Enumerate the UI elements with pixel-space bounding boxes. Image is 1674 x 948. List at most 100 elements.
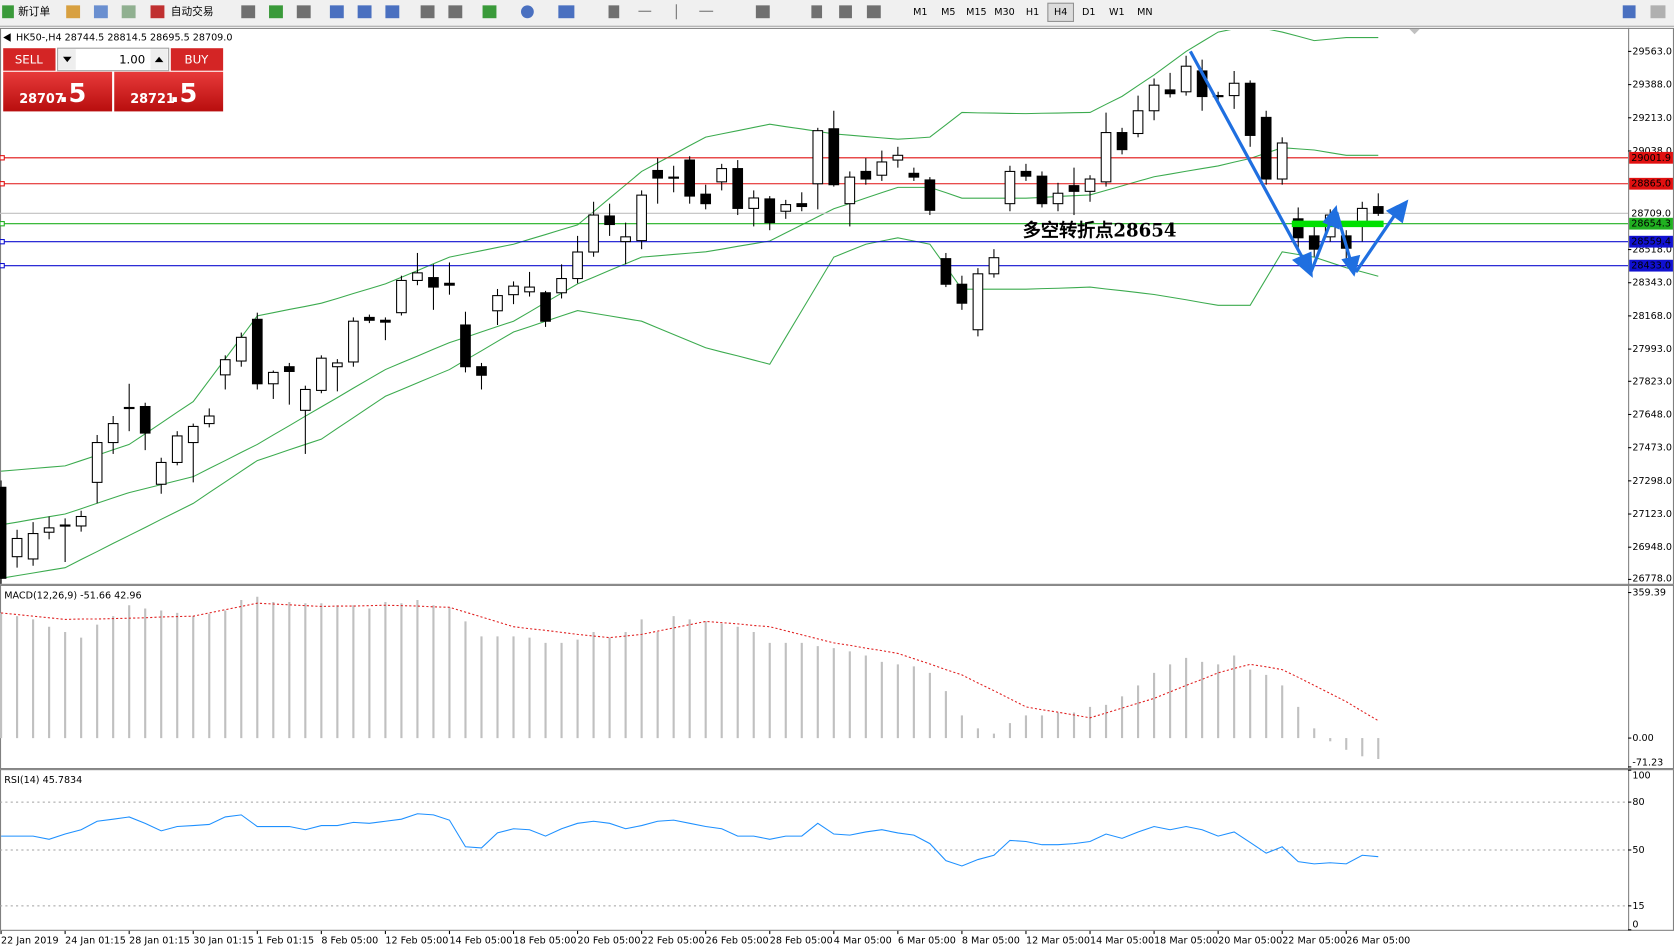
price-panel [0,27,1674,585]
toolbar-icon[interactable] [866,5,881,19]
candle-body [1244,82,1256,136]
auto-trading-icon[interactable] [150,5,165,19]
toolbar-icon[interactable] [558,5,575,19]
toolbar-icon[interactable] [121,5,136,19]
candle-body [1180,65,1192,93]
chart-menu-arrow[interactable] [3,33,11,42]
candle-body [1004,170,1016,205]
candle-body [1292,218,1304,239]
annotation: 多空转折点28654 [1023,219,1177,241]
sell-button[interactable] [3,48,56,71]
candle-body [556,278,567,294]
timeframe-button[interactable]: D1 [1082,7,1095,18]
candle-body [364,316,375,321]
toolbar-icon[interactable] [755,5,770,19]
search-icon[interactable] [1622,5,1636,19]
macd-plot [0,596,1380,759]
toolbar-icon[interactable] [66,5,81,19]
candle-body [235,336,247,362]
toolbar-icon[interactable] [638,10,652,12]
toolbar-icon[interactable] [811,5,823,19]
buy-label[interactable]: BUY [185,52,210,66]
bid-label: 28709.0 [1631,208,1671,219]
toolbar-icon[interactable] [608,5,620,19]
toolbar-icon[interactable] [329,5,344,19]
candle-body [1052,192,1064,205]
timeframe-button[interactable]: H1 [1026,7,1039,18]
price-plot [0,29,1629,584]
level-label-box [1629,151,1673,164]
toolbar-icon[interactable] [520,5,534,19]
timeframe-button[interactable]: M15 [966,7,986,18]
toolbar-icon[interactable] [699,10,714,12]
sell-label[interactable]: SELL [15,52,43,66]
new-order-icon[interactable] [2,5,14,19]
candle-body [1036,175,1048,205]
candle-body [75,515,87,527]
toolbar-icon[interactable] [839,5,852,19]
candle-body [1372,206,1384,214]
toolbar-icon[interactable] [675,4,677,20]
candle-body [892,154,904,161]
candle-body [444,282,455,286]
chat-icon[interactable] [1650,5,1666,19]
level-label-box [1629,259,1673,272]
y-tick-label: 359.39 [1632,588,1666,599]
candle-body [203,415,215,425]
candle-body [187,425,199,444]
candle-body [219,359,231,376]
y-tick-label: 27123.0 [1632,509,1672,520]
y-tick-label: 27823.0 [1632,376,1672,387]
timeframe-button[interactable]: H4 [1054,7,1067,18]
candle-body [460,324,471,368]
level-marker [0,155,5,161]
bollinger-lower [0,237,1379,579]
arrowhead [1322,204,1340,230]
level-marker [0,239,5,245]
y-tick-label: 27473.0 [1632,443,1672,454]
sell-price-box[interactable] [3,71,113,112]
volume-input[interactable] [57,47,170,72]
level-label: 28433.0 [1631,261,1671,272]
y-tick-label: 28343.0 [1632,278,1672,289]
arrowhead [1292,251,1313,278]
volume-up-arrow [154,56,164,63]
toolbar-icon[interactable] [241,5,256,19]
y-tick-label: 15 [1632,901,1644,912]
time-label: 1 Feb 01:15 [257,935,314,946]
candle-body [684,159,696,197]
candle-body [412,272,423,281]
toolbar-icon[interactable] [420,5,435,19]
toolbar-icon[interactable] [357,5,372,19]
candle-body [107,423,119,444]
timeframe-button[interactable]: W1 [1109,7,1125,18]
toolbar-icon[interactable] [296,5,311,19]
volume-value[interactable]: 1.00 [119,52,145,66]
arrowhead [1341,254,1361,277]
timeframe-button[interactable]: M1 [913,7,927,18]
y-tick-label: 26948.0 [1632,542,1672,553]
timeframe-button[interactable]: M5 [941,7,955,18]
sell-price: 28707 [19,92,64,107]
toolbar-icon[interactable] [269,5,283,19]
toolbar-icon[interactable] [482,5,497,19]
candle-body [924,179,936,211]
candle-body [1100,132,1112,183]
buy-price-box[interactable] [114,71,224,112]
toolbar-icon[interactable] [385,5,400,19]
candle-body [380,319,391,323]
time-label: 30 Jan 01:15 [193,935,254,946]
timeframe-button[interactable]: M30 [994,7,1014,18]
toolbar-icon[interactable] [93,5,108,19]
toolbar-icon[interactable] [448,5,463,19]
candle-body [123,406,135,410]
timeframe-button[interactable]: MN [1137,7,1152,18]
time-label: 20 Feb 05:00 [578,935,641,946]
new-order-button[interactable]: 新订单 [18,5,50,18]
y-tick-label: 80 [1632,797,1644,808]
auto-trading-button[interactable]: 自动交易 [171,5,214,18]
buy-button[interactable] [170,48,224,71]
active-timeframe [1047,2,1075,22]
macd-panel [0,584,1674,770]
